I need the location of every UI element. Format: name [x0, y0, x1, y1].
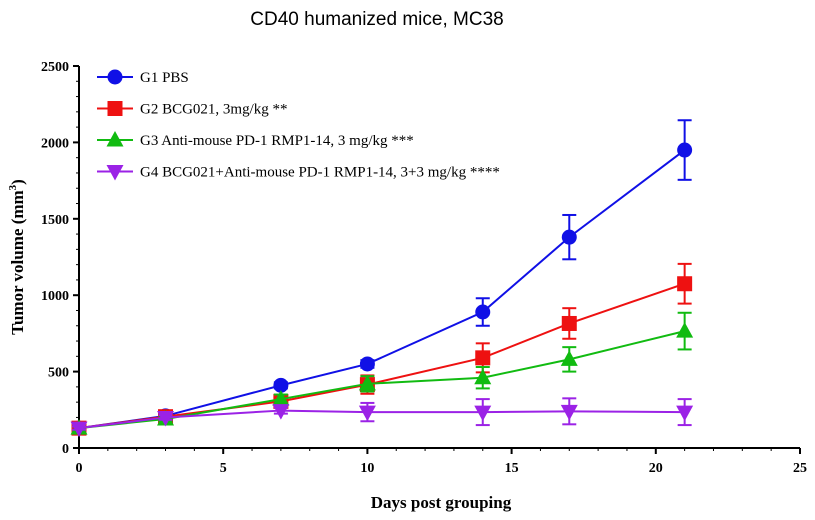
data-point [273, 377, 289, 393]
y-axis-title-close: ) [8, 179, 27, 185]
x-tick-label: 5 [220, 461, 227, 476]
data-point [474, 368, 492, 385]
legend-marker [106, 131, 124, 147]
data-point [272, 390, 290, 406]
series-layer [70, 119, 694, 438]
legend-marker [106, 165, 124, 181]
data-point [359, 356, 375, 372]
data-point [561, 229, 577, 245]
y-axis-title-main: Tumor volume (mm [8, 190, 27, 335]
legend-item: G3 Anti-mouse PD-1 RMP1-14, 3 mg/kg *** [97, 131, 414, 149]
data-point [272, 404, 290, 420]
data-point [677, 276, 693, 292]
data-point [358, 374, 376, 391]
data-point [358, 405, 376, 422]
legend-marker [107, 101, 123, 116]
data-point [560, 404, 578, 421]
data-point [475, 350, 491, 366]
data-point [474, 405, 492, 422]
chart-title: CD40 humanized mice, MC38 [250, 9, 503, 30]
x-tick-label: 25 [793, 461, 807, 476]
y-tick-label: 2000 [41, 136, 69, 151]
x-tick-label: 10 [360, 461, 374, 476]
y-tick-label: 1500 [41, 213, 69, 228]
y-tick-label: 2500 [41, 60, 69, 75]
legend-marker [107, 69, 123, 85]
legend-item: G1 PBS [97, 69, 189, 86]
data-point [157, 410, 175, 427]
y-ticks: 0 500 1000 1500 2000 2500 [41, 60, 79, 457]
data-point [560, 350, 578, 366]
legend-item: G2 BCG021, 3mg/kg ** [97, 101, 288, 118]
x-axis-title: Days post grouping [371, 493, 512, 512]
y-tick-label: 0 [62, 442, 69, 457]
series-2 [71, 262, 693, 436]
y-tick-label: 1000 [41, 289, 69, 304]
x-ticks: 0 5 10 15 20 25 [76, 448, 807, 476]
legend-label: G3 Anti-mouse PD-1 RMP1-14, 3 mg/kg *** [140, 133, 414, 149]
legend-label: G4 BCG021+Anti-mouse PD-1 RMP1-14, 3+3 m… [140, 165, 500, 181]
y-tick-label: 500 [48, 366, 69, 381]
data-point [70, 421, 88, 438]
legend-label: G1 PBS [140, 70, 189, 86]
series-4 [70, 397, 694, 438]
data-point [676, 405, 694, 422]
x-tick-label: 15 [505, 461, 519, 476]
legend-item: G4 BCG021+Anti-mouse PD-1 RMP1-14, 3+3 m… [97, 165, 500, 181]
data-point [677, 142, 693, 158]
x-tick-label: 20 [649, 461, 663, 476]
data-point [676, 322, 694, 338]
data-point [561, 315, 577, 331]
axes [78, 66, 800, 449]
x-tick-label: 0 [76, 461, 83, 476]
y-axis-title: Tumor volume (mm3) [7, 179, 27, 335]
series-line [78, 149, 686, 430]
y-axis-title-superscript: 3 [7, 184, 19, 190]
series-line [78, 282, 685, 430]
data-point [475, 304, 491, 320]
legend-label: G2 BCG021, 3mg/kg ** [140, 102, 288, 118]
legend: G1 PBS G2 BCG021, 3mg/kg ** G3 Anti-mouse … [97, 69, 500, 181]
